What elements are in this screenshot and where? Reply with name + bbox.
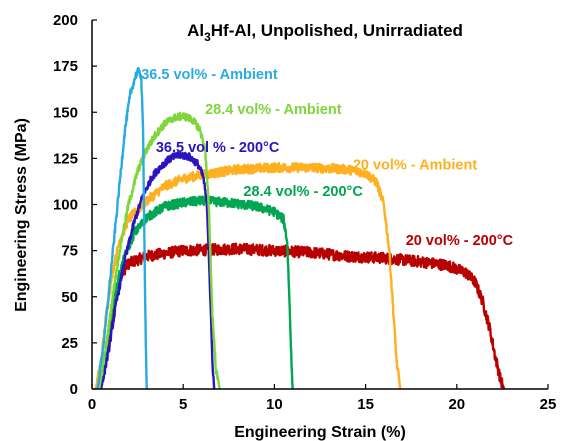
chart-title-rest: Hf-Al, Unpolished, Unirradiated	[211, 21, 463, 40]
x-tick-label: 15	[357, 396, 374, 413]
series-label-4: 28.4 vol% - 200°C	[243, 184, 363, 200]
series-label-5: 20 vol% - 200°C	[406, 233, 514, 249]
series-label-0: 36.5 vol% - Ambient	[141, 67, 278, 83]
series-line-4	[98, 111, 221, 390]
x-tick-label: 10	[266, 396, 283, 413]
y-tick-label: 25	[61, 335, 78, 352]
x-tick-label: 0	[88, 396, 96, 413]
y-tick-label: 175	[53, 58, 78, 75]
x-tick-label: 25	[540, 396, 557, 413]
series-label-3: 20 vol% - Ambient	[353, 157, 478, 173]
y-tick-label: 75	[61, 243, 78, 260]
y-tick-label: 100	[53, 197, 78, 214]
series-line-2	[98, 195, 294, 390]
x-tick-label: 5	[179, 396, 187, 413]
x-axis-title: Engineering Strain (%)	[234, 424, 406, 441]
series-label-1: 28.4 vol% - Ambient	[205, 102, 342, 118]
series-line-3	[99, 150, 216, 390]
series-label-2: 36.5 vol % - 200°C	[156, 140, 280, 156]
series-line-5	[96, 66, 148, 390]
axes-layer: 0 25 50 75 100 125 150 175 200 0 5 10 15 20 25	[53, 12, 556, 413]
series-line-1	[94, 161, 402, 390]
chart-title: Al3Hf-Al, Unpolished, Unirradiated	[187, 21, 463, 44]
x-tick-label: 20	[448, 396, 465, 413]
y-tick-label: 50	[61, 289, 78, 306]
y-tick-label: 200	[53, 12, 78, 29]
series-layer	[94, 66, 506, 390]
chart-title-subscript: 3	[204, 30, 211, 44]
chart-title-main: Al	[187, 21, 204, 40]
series-line-0	[96, 242, 506, 390]
series-labels: 36.5 vol% - Ambient 28.4 vol% - Ambient 36…	[141, 67, 513, 249]
y-tick-label: 125	[53, 150, 78, 167]
y-axis-title: Engineering Stress (MPa)	[13, 118, 30, 312]
y-tick-label: 150	[53, 104, 78, 121]
y-tick-label: 0	[70, 381, 78, 398]
